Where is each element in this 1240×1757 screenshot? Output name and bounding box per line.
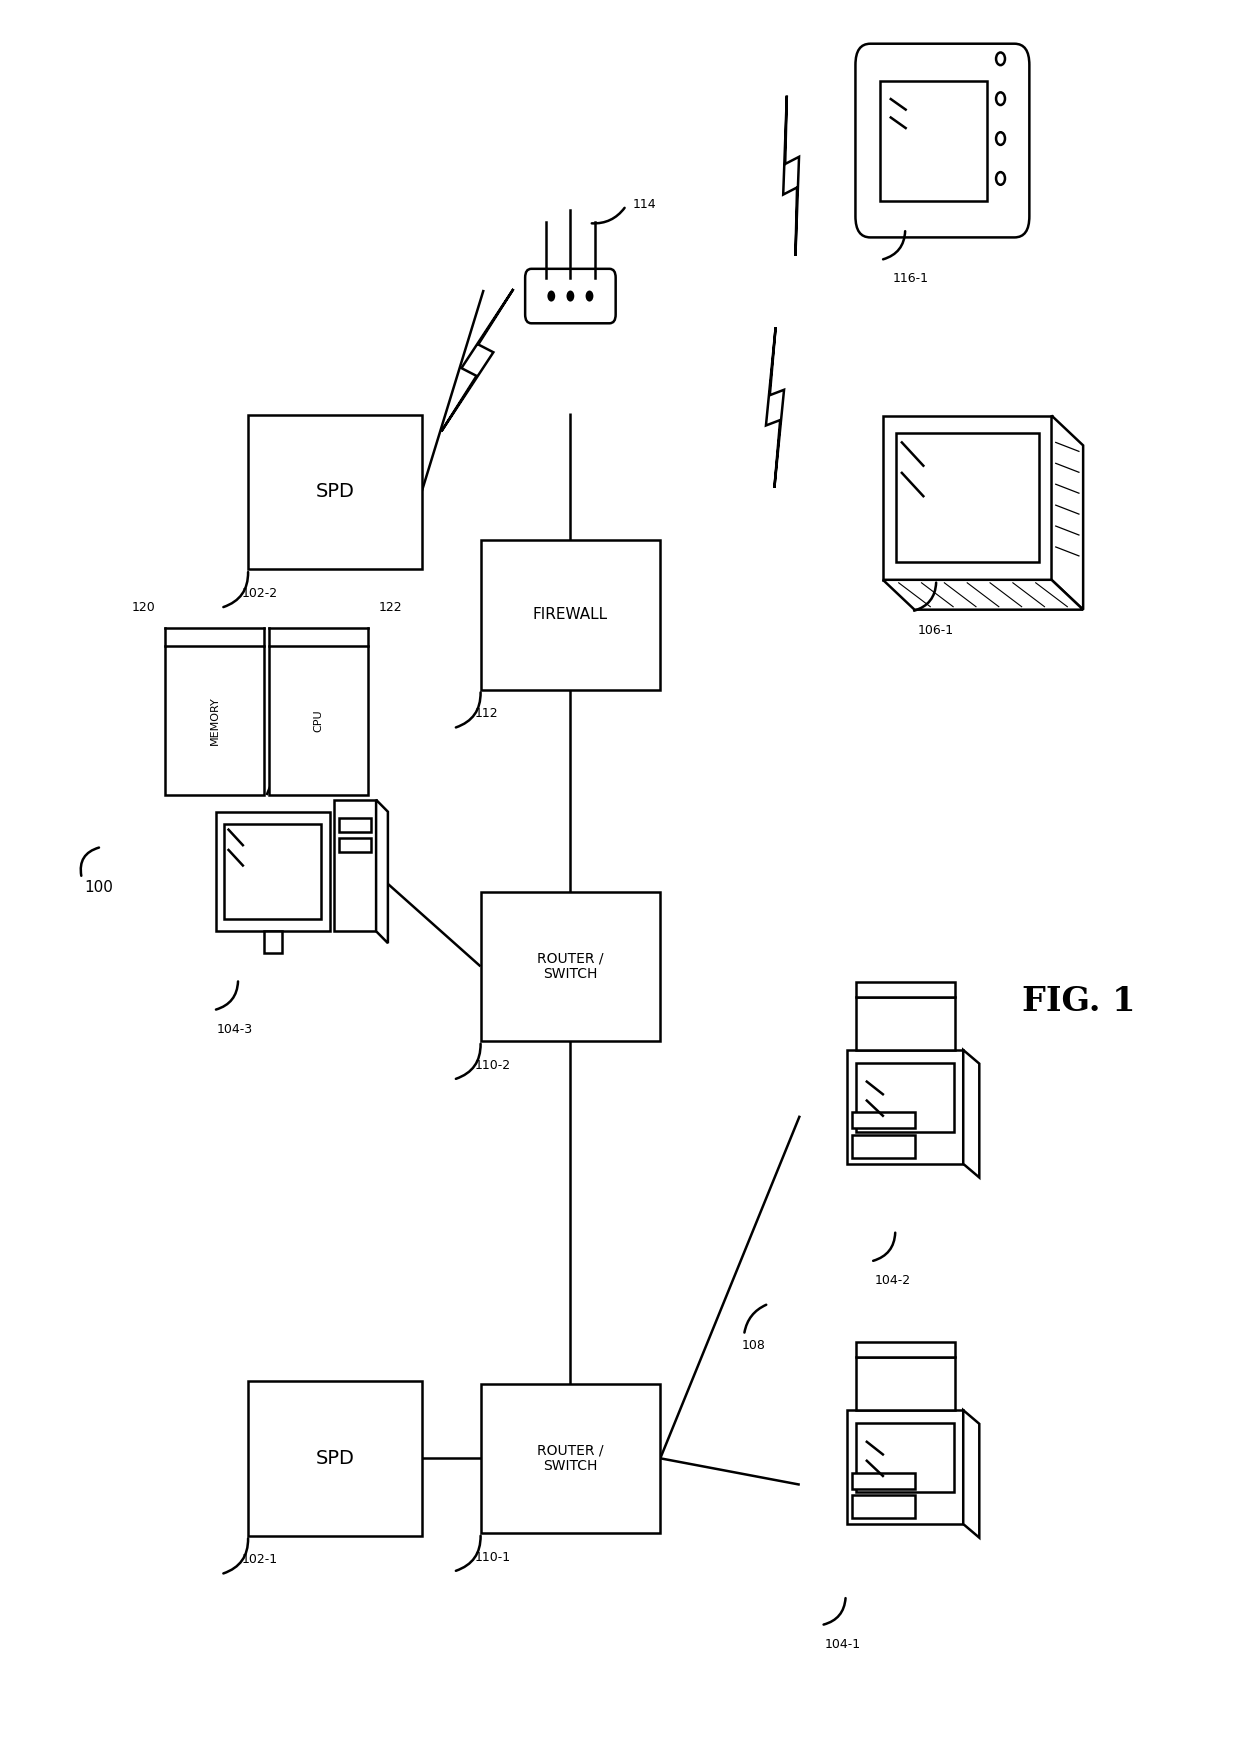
Text: 104-1: 104-1 (825, 1638, 861, 1650)
FancyBboxPatch shape (339, 817, 371, 833)
Text: ROUTER /
SWITCH: ROUTER / SWITCH (537, 1442, 604, 1474)
Text: 106-1: 106-1 (918, 624, 954, 636)
Polygon shape (963, 1051, 980, 1177)
FancyBboxPatch shape (856, 1423, 955, 1492)
Text: 120: 120 (131, 601, 155, 615)
FancyBboxPatch shape (852, 1112, 915, 1128)
Text: ROUTER /
SWITCH: ROUTER / SWITCH (537, 951, 604, 982)
FancyBboxPatch shape (334, 799, 376, 931)
FancyBboxPatch shape (856, 1356, 955, 1411)
Text: 108: 108 (742, 1339, 765, 1351)
FancyBboxPatch shape (526, 269, 615, 323)
Text: 116-1: 116-1 (893, 272, 929, 285)
FancyBboxPatch shape (481, 1385, 660, 1532)
Circle shape (996, 93, 1004, 105)
Circle shape (567, 290, 574, 302)
FancyBboxPatch shape (224, 824, 321, 919)
Circle shape (996, 53, 1004, 65)
Text: 102-1: 102-1 (242, 1553, 278, 1565)
Polygon shape (441, 288, 513, 432)
Circle shape (547, 290, 556, 302)
FancyBboxPatch shape (847, 1411, 963, 1523)
Text: SPD: SPD (315, 1450, 355, 1467)
FancyBboxPatch shape (248, 415, 422, 569)
Polygon shape (883, 416, 1052, 580)
Text: 102-2: 102-2 (242, 587, 278, 599)
FancyBboxPatch shape (264, 931, 281, 952)
Text: 122: 122 (378, 601, 402, 615)
Text: 110-2: 110-2 (474, 1058, 511, 1072)
Polygon shape (963, 1411, 980, 1537)
Polygon shape (1052, 416, 1084, 610)
Text: FIREWALL: FIREWALL (533, 608, 608, 622)
FancyBboxPatch shape (852, 1135, 915, 1158)
FancyBboxPatch shape (216, 812, 330, 931)
FancyBboxPatch shape (879, 81, 987, 200)
FancyBboxPatch shape (481, 893, 660, 1040)
Polygon shape (895, 434, 1039, 562)
FancyBboxPatch shape (847, 1051, 963, 1163)
Text: 112: 112 (474, 708, 498, 720)
Text: 110-1: 110-1 (474, 1551, 511, 1564)
Circle shape (996, 132, 1004, 144)
Circle shape (996, 172, 1004, 184)
FancyBboxPatch shape (248, 1381, 422, 1536)
Polygon shape (883, 580, 1084, 610)
FancyBboxPatch shape (481, 541, 660, 691)
Text: 104-3: 104-3 (217, 1023, 253, 1035)
Text: SPD: SPD (315, 483, 355, 501)
Text: 104-2: 104-2 (874, 1274, 910, 1286)
Text: 100: 100 (84, 880, 113, 894)
Text: CPU: CPU (314, 710, 324, 731)
Text: MEMORY: MEMORY (210, 696, 219, 745)
FancyBboxPatch shape (269, 647, 368, 794)
FancyBboxPatch shape (165, 647, 264, 794)
Polygon shape (784, 95, 799, 257)
FancyBboxPatch shape (856, 44, 1029, 237)
Text: 114: 114 (632, 199, 656, 211)
FancyBboxPatch shape (856, 996, 955, 1051)
Polygon shape (376, 799, 388, 944)
FancyBboxPatch shape (852, 1472, 915, 1488)
FancyBboxPatch shape (852, 1495, 915, 1518)
Polygon shape (766, 327, 784, 488)
FancyBboxPatch shape (856, 982, 955, 996)
FancyBboxPatch shape (339, 838, 371, 852)
FancyBboxPatch shape (856, 1342, 955, 1356)
Text: FIG. 1: FIG. 1 (1022, 986, 1136, 1017)
FancyBboxPatch shape (856, 1063, 955, 1132)
Circle shape (585, 290, 594, 302)
